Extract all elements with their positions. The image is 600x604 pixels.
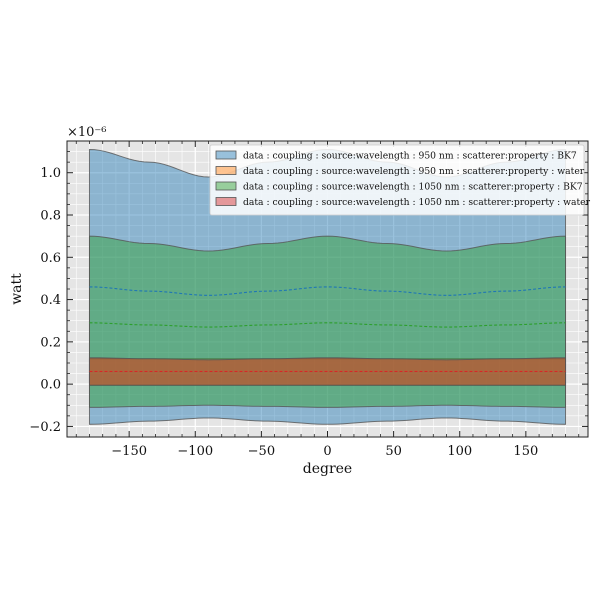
axes: −150 −100 −50 0 50 100 150 −0.2 0.0 0.2 0.4 0.6 0.8 1… [29, 140, 589, 459]
y-tick-label: 0.2 [40, 335, 61, 350]
legend: data : coupling : source:wavelength : 95… [209, 144, 591, 216]
legend-swatch [215, 181, 237, 191]
y-scale-multiplier: ×10⁻⁶ [67, 125, 107, 140]
series-band-4 [88, 357, 567, 386]
y-tick-label: 1.0 [40, 166, 61, 181]
series-mean-line-1 [89, 286, 566, 296]
x-tick-label: 100 [447, 444, 472, 459]
x-tick-label: −50 [248, 444, 275, 459]
legend-entry: data : coupling : source:wavelength : 10… [243, 182, 583, 193]
y-tick-label: 0.6 [40, 251, 61, 266]
x-tick-label: −100 [177, 444, 213, 459]
legend-entry: data : coupling : source:wavelength : 95… [243, 151, 577, 162]
y-axis-label: watt [9, 273, 25, 305]
y-tick-label: 0.4 [40, 293, 61, 308]
x-tick-label: 50 [385, 444, 402, 459]
x-axis-label: degree [303, 461, 352, 477]
legend-box [209, 144, 585, 216]
series-mean-line-3 [89, 322, 566, 328]
y-tick-label: 0.0 [40, 378, 61, 393]
series-band-3 [88, 235, 567, 408]
legend-swatch [215, 166, 237, 175]
legend-entry: data : coupling : source:wavelength : 10… [243, 197, 591, 208]
legend-swatch [215, 197, 237, 206]
x-tick-label: −150 [111, 444, 147, 459]
y-tick-label: 0.8 [40, 209, 61, 224]
x-tick-label: 150 [513, 444, 538, 459]
legend-entry: data : coupling : source:wavelength : 95… [243, 166, 585, 177]
y-tick-label: −0.2 [29, 420, 61, 435]
x-tick-label: 0 [323, 444, 331, 459]
legend-swatch [215, 150, 237, 160]
